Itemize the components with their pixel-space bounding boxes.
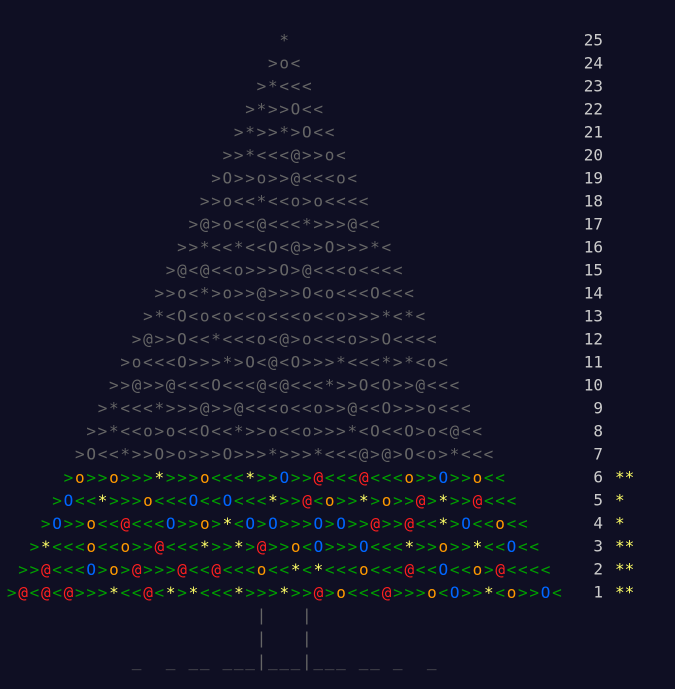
tree-row: >>@<<<O>o>@>>>@<<@<<<o<<*<*<<<o<<<@<<O<<… [18,560,552,579]
day-stars: ** [615,468,634,487]
day-number: 9 [593,399,603,418]
tree-row: >>*<<o>o<<O<<*>>o<<o>>>*<O<<O>o<@<< [86,422,483,441]
tree-row: >@>o<<@<<<*>>>@<< [189,215,382,234]
day-number: 19 [584,169,603,188]
tree-row: >O<<*>>>o<<<O<<O<<<*>>@<o>>*>o>>@>*>>@<<… [52,491,518,510]
tree-row: >O<<*>>O>o>>>O>>>*>>>*<<<@>@>O<o>*<<< [75,445,495,464]
tree-row: >*<<<*>>>@>>@<<<o<<o>>@<<O>>>o<<< [98,399,473,418]
ground: _ _ __ ___|___|___ __ _ _ [132,652,439,671]
day-stars: * [615,514,625,533]
tree-row: >>*<<*<<O<@>>O>>>*< [177,238,393,257]
tree-trunk: | | [257,606,314,625]
day-number: 5 [593,491,603,510]
tree-row: >*>>*>O<< [234,123,336,142]
day-number: 1 [593,583,603,602]
tree-row: >>o<*>o>>@>>>O<o<<<O<<< [154,284,415,303]
tree-row: >>@>>@<<<O<<<@<@<<<*>>O<O>>@<<< [109,376,461,395]
tree-row: >o<<<O>>>*>O<@<O>>>*<<<*>*<o< [120,353,449,372]
day-number: 7 [593,445,603,464]
tree-row: >@<@<@>>>*<<@<*>*<<<*>>>*>>@>o<<<@>>>o<O… [7,583,564,602]
day-number: 16 [584,238,603,257]
day-number: 14 [584,284,603,303]
day-number: 8 [593,422,603,441]
day-number: 13 [584,307,603,326]
tree-row: >>o<<*<<o>o<<<< [200,192,370,211]
day-number: 12 [584,330,603,349]
tree-row: >o>>o>>>*>>>o<<<*>>O>>@<<<@<<<o>>O>>o<< [64,468,507,487]
day-number: 23 [584,77,603,96]
day-number: 21 [584,123,603,142]
day-number: 2 [593,560,603,579]
day-number: 6 [593,468,603,487]
day-number: 17 [584,215,603,234]
tree-row: >*>>O<< [245,100,324,119]
day-number: 18 [584,192,603,211]
tree-row: >@<@<<o>>>O>@<<<o<<<< [166,261,404,280]
day-number: 25 [584,31,603,50]
tree-row: >*<<< [257,77,314,96]
tree-row: >O>>o>>@<<<o< [211,169,359,188]
day-number: 3 [593,537,603,556]
day-stars: ** [615,583,634,602]
day-number: 15 [584,261,603,280]
day-number: 24 [584,54,603,73]
day-stars: ** [615,560,634,579]
tree-row: >*<O<o<o<<o<<<o<<o>>>*<*< [143,307,427,326]
tree-row: >o< [268,54,302,73]
day-number: 22 [584,100,603,119]
tree-row: >*<<<o<<o>>@<<<*>>*>@>>o<O>>>O<<<*>>o>>*… [30,537,541,556]
day-number: 20 [584,146,603,165]
tree-row: >O>>o<<@<<<O>>o>*<O>O>>>O>O>>@>>@<<*>O<<… [41,514,529,533]
tree-row: >@>>O<<*<<<o<@>o<<<o>>O<<<< [132,330,439,349]
day-number: 4 [593,514,603,533]
tree-trunk: | | [257,629,314,648]
day-stars: * [615,491,625,510]
day-number: 10 [584,376,603,395]
day-number: 11 [584,353,603,372]
day-stars: ** [615,537,634,556]
tree-row: * [279,31,290,50]
tree-row: >>*<<<@>>o< [223,146,348,165]
